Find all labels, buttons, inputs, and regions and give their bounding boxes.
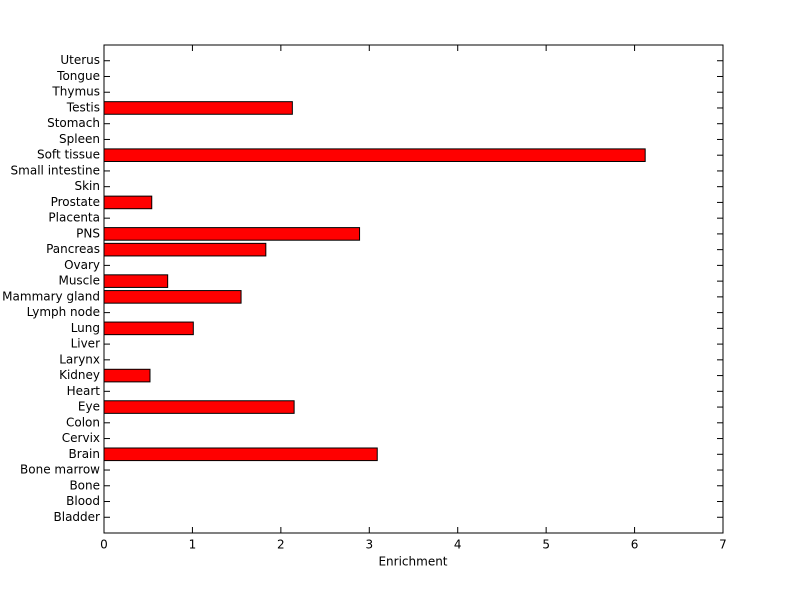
y-tick-label: Testis: [66, 100, 100, 114]
y-tick-label: Liver: [71, 337, 101, 351]
bar: [103, 447, 378, 462]
x-tick-label: 1: [189, 538, 197, 552]
bar: [103, 368, 151, 383]
bar: [103, 242, 267, 257]
y-tick-label: Kidney: [59, 368, 100, 382]
y-tick-label: Mammary gland: [2, 289, 100, 303]
x-tick-label: 4: [454, 538, 462, 552]
y-tick-label: Tongue: [56, 69, 100, 83]
bar: [103, 101, 293, 115]
x-tick-label: 3: [365, 538, 373, 552]
y-tick-label: Placenta: [48, 211, 100, 225]
y-tick-label: Small intestine: [11, 163, 100, 177]
y-tick-label: Spleen: [59, 132, 100, 146]
y-tick-label: Skin: [74, 179, 100, 193]
bar: [103, 227, 361, 241]
y-tick-label: Bladder: [54, 510, 101, 524]
y-tick-label: Stomach: [47, 116, 100, 130]
x-axis-label: Enrichment: [378, 555, 447, 569]
y-tick-label: Prostate: [51, 195, 100, 209]
bar: [103, 195, 153, 210]
bar: [103, 148, 646, 162]
bar: [103, 274, 169, 288]
y-tick-label: Brain: [69, 447, 100, 461]
y-tick-label: Thymus: [51, 85, 100, 99]
y-tick-label: Blood: [66, 494, 100, 508]
y-tick-label: Bone: [69, 478, 100, 492]
y-tick-label: Soft tissue: [37, 148, 100, 162]
bar: [103, 321, 194, 336]
y-tick-label: Heart: [67, 384, 101, 398]
plot-frame: [103, 44, 724, 534]
x-tick-label: 0: [100, 538, 108, 552]
y-tick-label: Muscle: [58, 274, 100, 288]
y-tick-label: Colon: [66, 415, 100, 429]
bar: [103, 400, 295, 414]
y-tick-label: Ovary: [64, 258, 100, 272]
y-tick-label: Pancreas: [46, 242, 100, 256]
y-tick-label: Larynx: [59, 352, 100, 366]
y-tick-label: Eye: [78, 400, 100, 414]
y-tick-label: Cervix: [62, 431, 100, 445]
x-tick-label: 2: [277, 538, 285, 552]
y-tick-label: Lymph node: [27, 305, 100, 319]
y-tick-label: PNS: [76, 226, 100, 240]
x-tick-label: 5: [542, 538, 550, 552]
x-tick-label: 7: [719, 538, 727, 552]
x-tick-label: 6: [631, 538, 639, 552]
y-tick-label: Bone marrow: [20, 463, 100, 477]
y-tick-label: Lung: [71, 321, 100, 335]
bar: [103, 290, 242, 304]
y-tick-label: Uterus: [60, 53, 100, 67]
